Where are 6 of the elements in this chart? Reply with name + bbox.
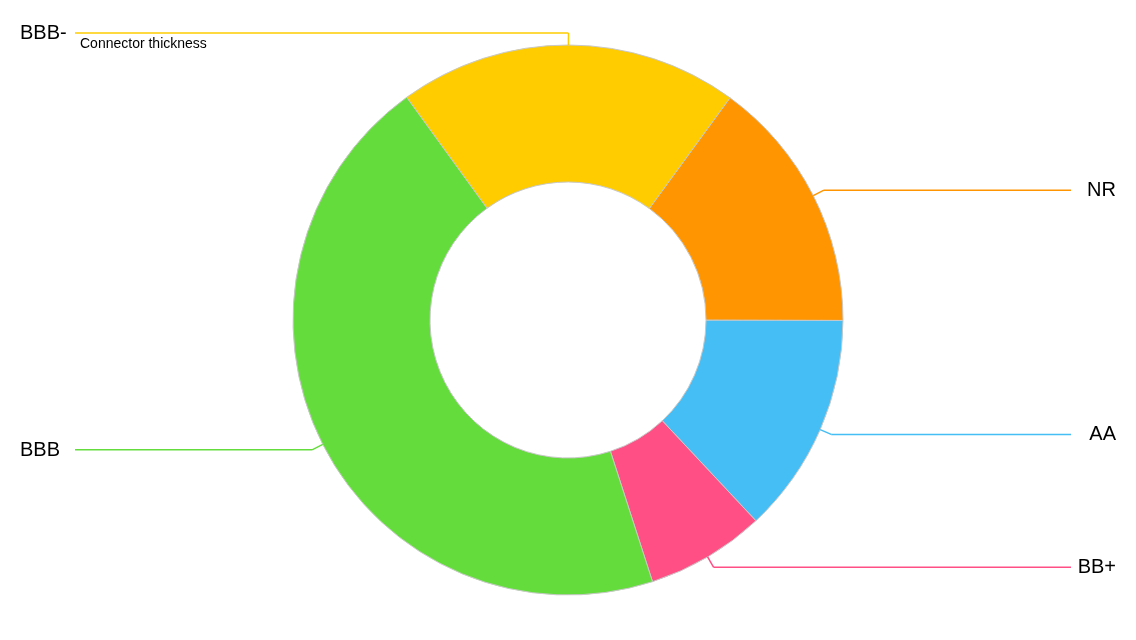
slice-label: AA [1089,422,1117,445]
slice-label: BBB- [20,21,67,43]
text: Connector thickness [80,35,207,51]
slice-label: NR [1087,178,1116,201]
slice-label: BBB [20,437,61,460]
slice-label: BB+ [1077,555,1116,578]
